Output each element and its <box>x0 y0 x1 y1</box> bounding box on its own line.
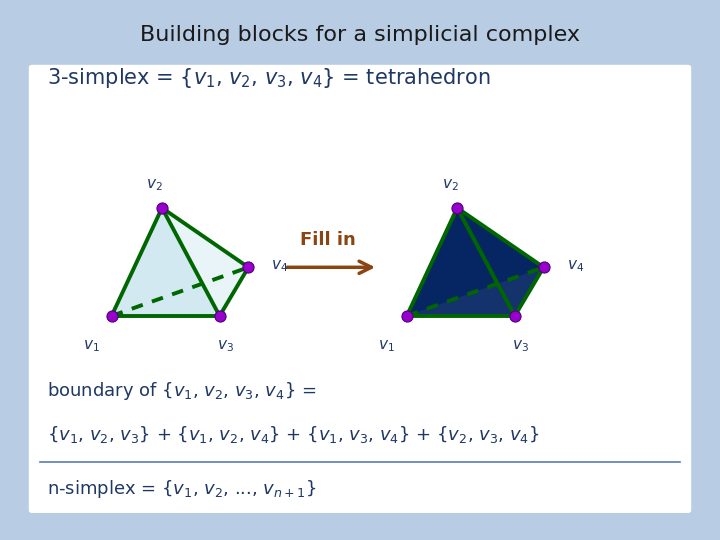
Text: $v_4$: $v_4$ <box>567 258 584 274</box>
Text: $v_1$: $v_1$ <box>83 339 100 354</box>
Text: $v_2$: $v_2$ <box>441 177 459 193</box>
Polygon shape <box>407 208 515 316</box>
Text: n-simplex = {$v_1$, $v_2$, ..., $v_{n+1}$}: n-simplex = {$v_1$, $v_2$, ..., $v_{n+1}… <box>47 478 316 500</box>
Text: Fill in: Fill in <box>300 231 356 249</box>
Text: $v_1$: $v_1$ <box>378 339 395 354</box>
FancyBboxPatch shape <box>29 65 691 513</box>
Text: $v_3$: $v_3$ <box>217 339 234 354</box>
Text: {$v_1$, $v_2$, $v_3$} + {$v_1$, $v_2$, $v_4$} + {$v_1$, $v_3$, $v_4$} + {$v_2$, : {$v_1$, $v_2$, $v_3$} + {$v_1$, $v_2$, $… <box>47 424 539 445</box>
Polygon shape <box>112 208 220 316</box>
Polygon shape <box>407 208 544 316</box>
Text: Building blocks for a simplicial complex: Building blocks for a simplicial complex <box>140 25 580 45</box>
Text: $v_4$: $v_4$ <box>271 258 289 274</box>
Text: 3-simplex = {$v_1$, $v_2$, $v_3$, $v_4$} = tetrahedron: 3-simplex = {$v_1$, $v_2$, $v_3$, $v_4$}… <box>47 66 490 90</box>
Polygon shape <box>162 208 248 316</box>
FancyArrowPatch shape <box>287 261 372 273</box>
Text: $v_2$: $v_2$ <box>146 177 163 193</box>
Text: $v_3$: $v_3$ <box>512 339 529 354</box>
Text: boundary of {$v_1$, $v_2$, $v_3$, $v_4$} =: boundary of {$v_1$, $v_2$, $v_3$, $v_4$}… <box>47 381 316 402</box>
Polygon shape <box>457 208 544 316</box>
